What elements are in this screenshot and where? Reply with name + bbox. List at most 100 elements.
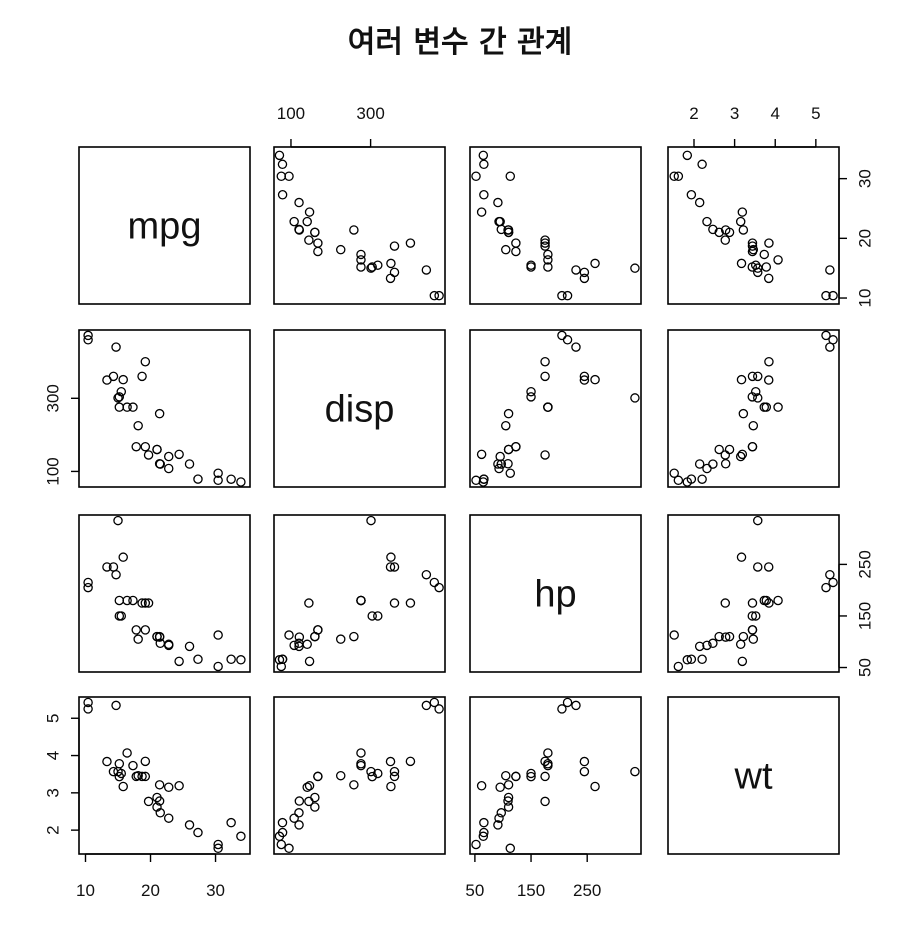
data-point	[284, 171, 294, 181]
data-point	[140, 771, 151, 782]
panel-mpg-vs-wt	[667, 146, 840, 305]
data-point	[137, 598, 147, 608]
data-point	[111, 700, 121, 711]
data-point	[747, 598, 758, 608]
data-point	[184, 459, 195, 469]
panel-frame	[469, 146, 642, 305]
data-point	[213, 468, 223, 478]
data-point	[174, 781, 184, 791]
data-point	[118, 781, 128, 792]
data-point	[673, 475, 684, 486]
data-point	[313, 246, 323, 257]
data-point	[143, 450, 154, 460]
data-point	[83, 577, 93, 588]
data-point	[111, 342, 121, 352]
data-point	[389, 771, 400, 782]
data-point	[737, 449, 748, 460]
data-point	[304, 781, 315, 791]
data-point	[114, 595, 125, 606]
data-point	[356, 249, 366, 260]
data-point	[738, 408, 749, 419]
tick-label: 30	[206, 881, 225, 900]
data-point	[682, 150, 693, 161]
data-point	[630, 766, 640, 777]
data-point	[753, 393, 763, 403]
data-point	[213, 839, 223, 850]
data-point	[702, 216, 712, 227]
data-point	[83, 697, 93, 708]
data-point	[313, 625, 323, 635]
data-point	[356, 262, 366, 272]
data-point	[284, 843, 294, 854]
data-point	[479, 190, 489, 200]
data-point	[155, 808, 166, 818]
panel-disp-vs-hp	[469, 329, 642, 488]
data-point	[174, 449, 184, 460]
variable-label-wt: wt	[734, 756, 773, 798]
data-point	[386, 552, 396, 562]
data-point	[773, 255, 783, 265]
data-point	[479, 827, 489, 838]
data-point	[226, 817, 236, 828]
data-point	[562, 290, 573, 301]
data-point	[494, 463, 504, 474]
data-point	[682, 655, 693, 665]
data-point	[557, 704, 567, 714]
panel-frame	[78, 146, 251, 305]
tick-label: 4	[44, 751, 63, 760]
data-point	[114, 402, 125, 412]
data-point	[193, 827, 203, 838]
data-point	[140, 625, 151, 635]
data-point	[505, 843, 516, 854]
data-point	[366, 263, 376, 273]
data-point	[213, 630, 223, 640]
data-point	[284, 630, 294, 640]
tick-label: 10	[856, 289, 875, 308]
data-point	[102, 562, 112, 572]
data-point	[669, 171, 679, 181]
y-axis-wt-left: 2 3 4 5	[44, 714, 80, 835]
tick-label: 3	[44, 788, 63, 797]
data-point	[83, 582, 93, 593]
data-point	[763, 562, 774, 572]
data-point	[686, 474, 697, 484]
data-point	[128, 595, 138, 606]
data-point	[478, 150, 489, 161]
tick-label: 4	[770, 104, 779, 123]
panel-frame	[273, 514, 446, 673]
data-point	[511, 246, 521, 257]
data-point	[501, 770, 511, 781]
data-point	[753, 371, 763, 382]
data-point	[356, 759, 366, 769]
data-point	[405, 756, 416, 767]
data-point	[154, 780, 165, 790]
data-point	[747, 262, 758, 272]
data-point	[471, 171, 481, 181]
data-point	[495, 782, 505, 793]
data-point	[479, 474, 489, 484]
y-axis-hp-right: 50 150 250	[838, 550, 875, 677]
tick-label: 2	[44, 825, 63, 834]
tick-label: 300	[44, 384, 63, 412]
data-point	[702, 463, 712, 474]
tick-label: 150	[517, 881, 545, 900]
panel-hp-vs-wt	[667, 514, 840, 673]
data-point	[714, 444, 724, 455]
data-point	[825, 569, 835, 580]
data-point	[747, 441, 758, 452]
data-point	[590, 781, 600, 792]
data-point	[503, 780, 514, 790]
data-point	[289, 640, 299, 651]
data-point	[540, 235, 550, 245]
data-point	[590, 374, 600, 385]
data-point	[773, 595, 783, 606]
data-point	[83, 330, 93, 341]
data-point	[825, 265, 835, 275]
data-point	[761, 402, 772, 412]
data-point	[83, 704, 93, 714]
data-point	[494, 813, 504, 823]
data-point	[349, 631, 359, 642]
data-point	[366, 766, 376, 777]
data-point	[302, 782, 312, 793]
data-point	[720, 598, 731, 608]
